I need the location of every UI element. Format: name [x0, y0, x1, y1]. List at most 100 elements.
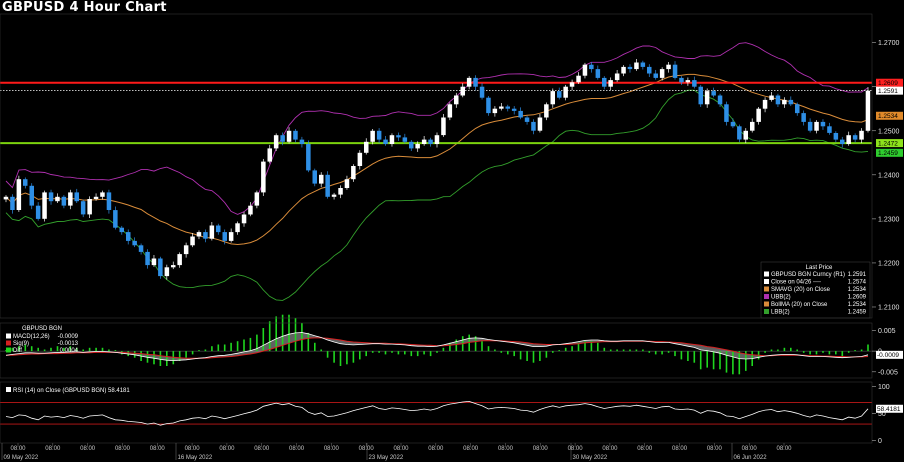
- candle-body: [42, 192, 47, 219]
- macd-diff-bar: [577, 342, 580, 352]
- price-tick-label: 1.2100: [878, 304, 900, 311]
- macd-legend-swatch: [6, 333, 11, 339]
- candle-body: [795, 104, 800, 114]
- candle-body: [544, 104, 549, 118]
- macd-diff-bar: [281, 314, 284, 352]
- macd-diff-bar: [642, 349, 644, 352]
- candle-body: [331, 194, 337, 197]
- x-time-label: 08:00: [10, 446, 26, 452]
- candle-body: [132, 240, 137, 246]
- candle-body: [537, 117, 543, 131]
- candle-body: [68, 192, 73, 206]
- macd-diff-bar: [50, 347, 52, 352]
- macd-diff-bar: [867, 344, 869, 352]
- macd-diff-bar: [159, 351, 162, 366]
- macd-diff-bar: [236, 341, 239, 352]
- macd-diff-bar: [661, 351, 663, 355]
- macd-diff-bar: [326, 351, 329, 358]
- macd-diff-bar: [204, 349, 207, 352]
- macd-diff-bar: [153, 351, 155, 365]
- candle-body: [196, 232, 202, 237]
- macd-diff-bar: [648, 351, 651, 353]
- macd-diff-bar: [404, 351, 406, 355]
- x-date-label: 30 May 2022: [573, 455, 608, 461]
- candle-body: [640, 62, 646, 67]
- rsi-legend-swatch: [6, 387, 11, 392]
- macd-diff-bar: [30, 346, 33, 352]
- price-flag-label: 1.2609: [878, 80, 898, 87]
- price-tick-label: 1.2400: [878, 172, 900, 179]
- macd-diff-bar: [268, 321, 271, 352]
- macd-diff-bar: [777, 349, 779, 352]
- macd-diff-bar: [307, 332, 310, 352]
- candle-body: [569, 82, 575, 87]
- candle-body: [479, 86, 485, 98]
- candle-body: [627, 66, 633, 70]
- macd-panel-frame: [0, 322, 873, 379]
- macd-diff-bar: [680, 351, 683, 360]
- candle-body: [35, 205, 41, 219]
- price-flag: [876, 148, 903, 157]
- macd-diff-bar: [764, 351, 766, 353]
- price-tick-label: 1.2300: [878, 216, 900, 223]
- macd-diff-bar: [828, 351, 831, 355]
- macd-diff-bar: [294, 318, 297, 352]
- candle-body: [524, 117, 530, 122]
- macd-diff-bar: [262, 328, 265, 352]
- x-time-label: 08:00: [80, 446, 96, 452]
- candle-body: [589, 64, 594, 70]
- candle-body: [164, 267, 170, 277]
- candle-body: [364, 141, 369, 153]
- x-time-label: 08:00: [602, 446, 618, 452]
- macd-diff-bar: [564, 347, 567, 352]
- x-time-label: 08:00: [393, 446, 409, 452]
- macd-diff-bar: [494, 349, 496, 352]
- legend-item-value: 1.2609: [848, 295, 867, 301]
- legend-item-label: UBB(2): [771, 295, 791, 301]
- macd-diff-bar: [507, 351, 509, 355]
- macd-line: [5, 332, 869, 362]
- macd-diff-bar: [69, 346, 72, 352]
- candle-body: [434, 135, 440, 144]
- rsi-tick-label: 0: [878, 438, 882, 445]
- price-flag-label: 1.2459: [878, 150, 898, 157]
- legend-swatch: [764, 286, 769, 292]
- candle-body: [653, 73, 658, 78]
- candle-body: [383, 139, 388, 144]
- candle-body: [743, 130, 748, 140]
- candle-body: [177, 254, 182, 266]
- candle-body: [557, 91, 562, 98]
- candle-body: [550, 91, 555, 105]
- macd-panel: GBPUSD BGN MACD(12,26) -0.0009 Sig(9) -0.001…: [0, 314, 872, 375]
- candle-body: [730, 121, 736, 127]
- macd-diff-bar: [198, 350, 200, 352]
- legend-header: Last Price: [806, 265, 833, 271]
- candle-body: [319, 174, 324, 184]
- candle-body: [151, 258, 157, 266]
- candle-body: [389, 135, 395, 144]
- macd-diff-bar: [76, 347, 78, 352]
- candle-body: [48, 192, 54, 202]
- macd-diff-bar: [770, 349, 773, 352]
- candle-body: [87, 199, 92, 215]
- macd-diff-bar: [410, 351, 413, 357]
- candle-body: [492, 108, 498, 114]
- candle-body: [788, 99, 794, 105]
- price-flag: [876, 111, 903, 120]
- candle-body: [415, 144, 420, 149]
- candle-body: [621, 66, 626, 74]
- candle-body: [576, 75, 581, 83]
- macd-tick-label: 0.005: [878, 328, 896, 335]
- macd-diff-bar: [725, 351, 728, 373]
- x-time-label: 08:00: [45, 446, 61, 452]
- x-time-label: 08:00: [359, 446, 375, 452]
- candle-body: [518, 110, 523, 118]
- candle-body: [10, 196, 15, 210]
- rsi-tick-label: 50: [878, 411, 886, 418]
- macd-diff-bar: [18, 346, 20, 352]
- macd-legend-swatch: [6, 347, 11, 353]
- macd-legend-label: Diff: [13, 348, 22, 354]
- candle-body: [634, 62, 639, 70]
- macd-diff-bar: [288, 314, 290, 352]
